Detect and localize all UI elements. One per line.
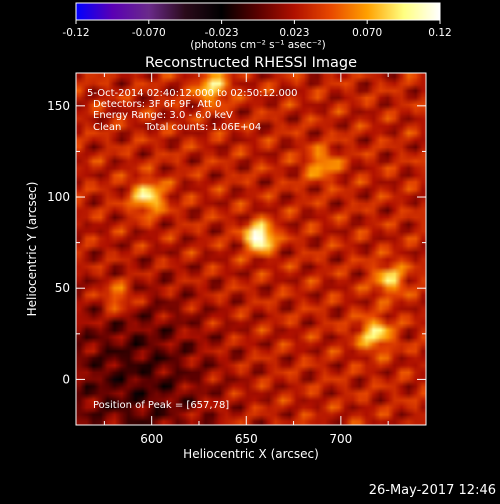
y-tick-label: 100 <box>47 190 70 204</box>
colorbar: -0.12 -0.070 -0.023 0.023 0.070 0.12 (photons… <box>62 2 452 51</box>
x-tick-label: 650 <box>235 432 258 446</box>
colorbar-tick-label: 0.12 <box>428 27 451 39</box>
colorbar-tick-label: -0.12 <box>62 27 89 39</box>
annotation-detectors: Detectors: 3F 6F 9F, Att 0 <box>93 99 221 110</box>
plot-frame <box>75 72 427 426</box>
x-tick-label: 700 <box>329 432 352 446</box>
x-axis-label: Heliocentric X (arcsec) <box>183 447 319 461</box>
y-tick-label: 0 <box>62 372 70 386</box>
colorbar-ticks: -0.12 -0.070 -0.023 0.023 0.070 0.12 <box>62 20 452 39</box>
colorbar-tick-label: -0.023 <box>205 27 239 39</box>
annotation-peak: Position of Peak = [657,78] <box>93 400 229 411</box>
y-axis-label: Heliocentric Y (arcsec) <box>25 182 39 317</box>
colorbar-gradient <box>76 3 440 20</box>
heatmap-image <box>76 73 426 425</box>
annotations: 5-Oct-2014 02:40:12.000 to 02:50:12.000 … <box>87 88 298 411</box>
colorbar-units: (photons cm⁻² s⁻¹ asec⁻²) <box>190 39 325 51</box>
colorbar-tick-label: 0.070 <box>352 27 382 39</box>
y-tick-label: 150 <box>47 99 70 113</box>
image-plot <box>76 73 426 425</box>
annotation-clean: Clean <box>93 122 121 133</box>
annotation-total-counts: Total counts: 1.06E+04 <box>144 122 261 133</box>
annotation-time-range: 5-Oct-2014 02:40:12.000 to 02:50:12.000 <box>87 88 298 99</box>
colorbar-frame <box>75 2 441 21</box>
chart-title: Reconstructed RHESSI Image <box>145 55 357 71</box>
footer-timestamp: 26-May-2017 12:46 <box>369 483 496 498</box>
colorbar-tick-label: 0.023 <box>279 27 309 39</box>
annotation-energy: Energy Range: 3.0 - 6.0 keV <box>93 110 233 121</box>
y-tick-label: 50 <box>55 281 70 295</box>
axes: 600 650 700 0 50 100 150 <box>47 73 426 446</box>
colorbar-tick-label: -0.070 <box>132 27 166 39</box>
x-tick-label: 600 <box>140 432 163 446</box>
